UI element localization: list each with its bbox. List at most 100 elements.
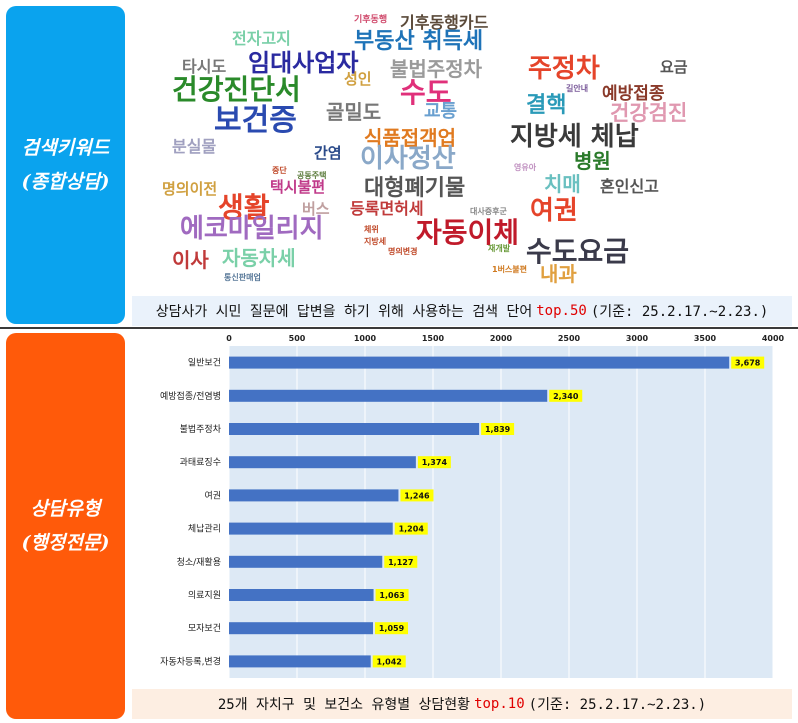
word-cloud-term: 중단 [272,166,287,175]
word-cloud-term: 타시도 [182,57,227,76]
word-cloud-term: 결핵 [526,93,567,118]
data-label: 1,839 [485,425,511,434]
consult-type-side-panel: 상담유형 (행정전문) [6,333,125,719]
x-tick-label: 0 [226,334,232,343]
keyword-side-panel: 검색키워드 (종합상담) [6,6,125,324]
bar [229,522,393,535]
wordcloud-caption: 상담사가 시민 질문에 답변을 하기 위해 사용하는 검색 단어 top.50 … [132,296,792,326]
category-label: 모자보건 [188,623,221,634]
word-cloud-term: 1버스불편 [492,265,528,274]
word-cloud-term: 불법주정차 [390,57,482,81]
data-label: 1,127 [388,558,413,567]
word-cloud-term: 병원 [574,149,611,173]
data-label-bg [375,622,409,635]
data-label: 1,042 [377,657,402,666]
category-label: 의료지원 [188,590,221,601]
word-cloud-term: 임대사업자 [248,49,359,77]
word-cloud-term: 대사증후군 [470,207,507,216]
caption-top-text: 상담사가 시민 질문에 답변을 하기 위해 사용하는 검색 단어 [155,304,533,320]
bar [229,423,480,435]
bar [229,489,399,502]
data-label-bg [481,423,515,435]
word-cloud-term: 영유아 [514,163,537,172]
bar [229,456,416,469]
word-cloud-term: 통신판매업 [224,273,261,282]
word-cloud-term: 교통 [424,101,458,122]
word-cloud-term: 대형폐기물 [364,176,466,201]
chart-caption: 25개 자치구 및 보건소 유형별 상담현황 top.10 (기준: 25.2.… [132,689,792,719]
data-label-bg [417,456,451,469]
consult-type-bar-chart: 0 500 1000 1500 2000 2500 3000 3500 4000 일반보건 3,67… [160,334,785,678]
word-cloud-term: 이사 [172,248,209,272]
word-cloud-term: 건강검진 [610,101,688,125]
word-cloud-term: 등록면허세 [350,199,424,218]
x-tick-label: 2500 [558,334,581,343]
bar [229,589,374,601]
word-cloud-term: 기후동행카드 [400,13,489,32]
category-label: 체납관리 [188,524,221,535]
word-cloud-term: 지방세 체납 [510,122,639,152]
x-tick-label: 3500 [694,334,717,343]
data-label: 1,204 [399,525,425,534]
word-cloud-term: 체위 [364,225,379,234]
word-cloud-term: 기후동행 [354,15,388,25]
data-label-bg [375,589,409,601]
word-cloud-term: 지방세 [364,237,387,246]
data-label-bg [400,489,434,502]
word-cloud-term: 공동주택 [297,171,327,180]
data-label-bg [372,655,406,668]
data-label-bg [394,522,428,535]
word-cloud-term: 생활 [218,191,270,224]
section-divider [0,327,798,329]
x-tick-label: 1000 [354,334,377,343]
side-label-keyword-sub: (종합상담) [21,171,110,193]
data-label-bg [731,356,765,369]
category-label: 예방접종/전염병 [160,390,221,402]
word-cloud-term: 혼인신고 [600,177,659,196]
side-label-type: 상담유형 [30,498,101,520]
category-label: 일반보건 [188,358,221,369]
word-cloud-term: 요금 [660,58,688,76]
data-label: 1,374 [422,458,448,467]
side-label-type-sub: (행정전문) [21,532,110,554]
word-cloud-term: 부동산 취득세 [354,29,484,54]
word-cloud-term: 예방접종 [602,84,665,104]
word-cloud-term: 수도 [400,76,452,109]
word-cloud-term: 명의변경 [388,247,418,256]
word-cloud-term: 보건증 [214,103,297,138]
data-label: 3,678 [735,359,761,368]
bar [229,555,383,568]
caption-bottom-text: 25개 자치구 및 보건소 유형별 상담현황 [217,697,471,713]
word-cloud-term: 이사정산 [360,144,456,174]
word-cloud-term: 자동이체 [416,216,520,249]
caption-bottom-period: (기준: 25.2.17.~2.23.) [528,697,707,713]
word-cloud-term: 명의이전 [162,180,218,198]
category-label: 불법주정차 [180,423,222,435]
word-cloud-term: 주정차 [528,54,600,84]
data-label-bg [549,389,583,402]
word-cloud-term: 건강진단서 [172,73,301,106]
x-tick-label: 1500 [422,334,445,343]
bar [229,389,548,402]
caption-bottom-highlight: top.10 [474,696,525,712]
word-cloud-term: 간염 [314,144,342,162]
word-cloud-term: 택시불편 [270,178,326,196]
word-cloud-term: 전자고지 [232,29,291,48]
x-tick-label: 500 [289,334,306,343]
word-cloud-term: 여권 [530,196,578,226]
data-label: 1,063 [379,591,404,600]
word-cloud-term: 치매 [544,172,581,196]
data-label: 2,340 [553,392,579,401]
category-label: 과태료징수 [180,457,221,468]
bar [229,356,730,369]
category-label: 여권 [204,489,221,501]
word-cloud-term: 성인 [344,70,372,88]
word-cloud-term: 에코마일리지 [180,214,324,244]
data-label: 1,059 [379,624,405,633]
word-cloud-term: 길안내 [566,84,589,93]
bar [229,655,371,668]
x-tick-label: 3000 [626,334,649,343]
word-cloud-term: 수도요금 [526,235,630,268]
word-cloud-term: 분실물 [172,137,217,156]
